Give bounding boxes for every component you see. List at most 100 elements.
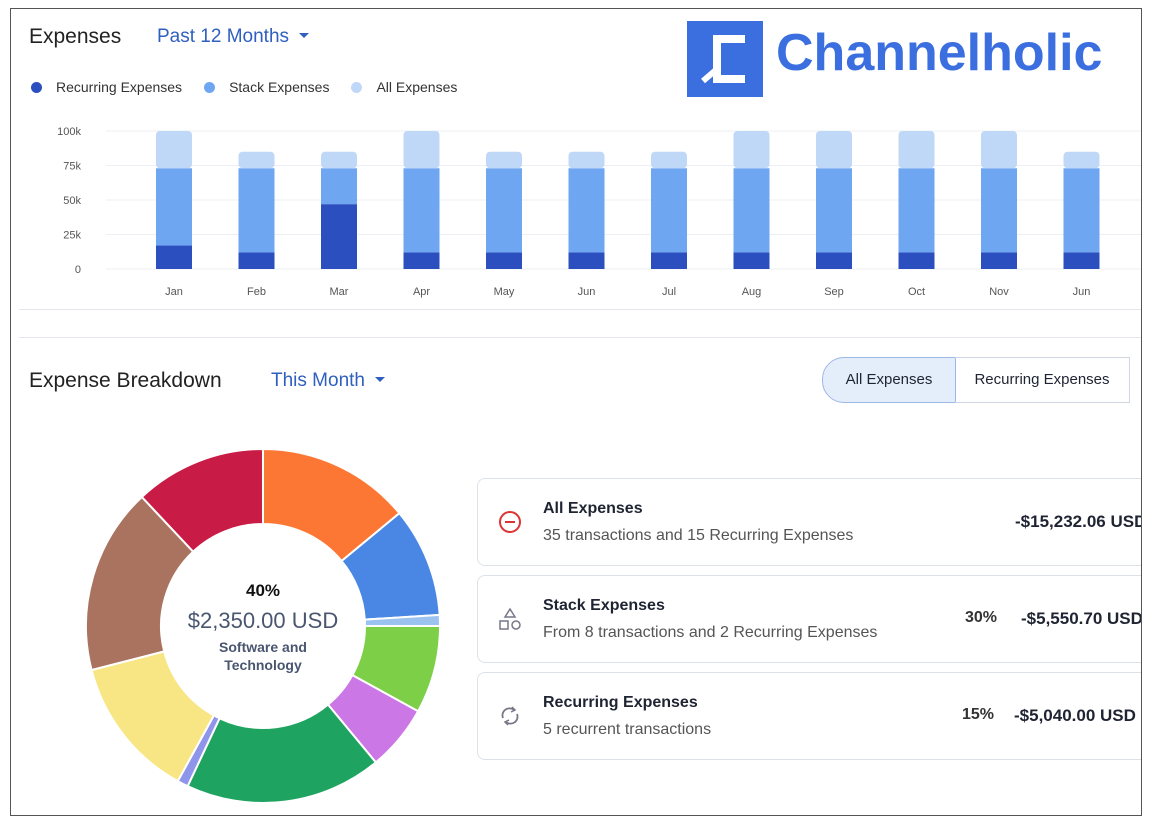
row-percent: 30% <box>965 609 998 626</box>
legend-item: Stack Expenses <box>204 79 329 95</box>
bar-segment <box>651 168 687 253</box>
legend: Recurring Expenses Stack Expenses All Expe… <box>31 79 479 95</box>
expense-row[interactable]: Stack Expenses From 8 transactions and 2… <box>477 575 1142 663</box>
bar-segment <box>651 252 687 269</box>
legend-dot <box>31 82 42 93</box>
bar-segment <box>733 252 770 269</box>
bar-segment <box>898 252 935 269</box>
period-select[interactable]: Past 12 Months <box>157 26 309 48</box>
center-label: Software and Technology <box>219 639 307 673</box>
icon <box>499 511 521 533</box>
bar-segment <box>1063 151 1100 169</box>
bar-segment <box>238 168 275 253</box>
expense-row[interactable]: Recurring Expenses 5 recurrent transacti… <box>477 672 1141 760</box>
bar-segment <box>321 168 357 205</box>
x-tick-label: Jun <box>578 286 596 298</box>
tab[interactable]: Recurring Expenses <box>955 357 1130 403</box>
bar-segment <box>898 168 935 253</box>
tab[interactable]: All Expenses <box>822 357 956 403</box>
dashboard: Expenses Past 12 Months Channelholic 0 25… <box>10 8 1142 816</box>
x-tick-label: Jun <box>1073 286 1091 298</box>
legend-label: Recurring Expenses <box>56 79 183 95</box>
x-tick-label: Nov <box>989 286 1009 298</box>
divider <box>19 309 1141 310</box>
bar-segment <box>403 131 440 169</box>
bar-segment <box>816 252 852 269</box>
bar-segment <box>981 252 1017 269</box>
bar-segment <box>733 168 770 253</box>
legend-label: Stack Expenses <box>229 79 330 95</box>
bar-segment <box>733 131 770 169</box>
bar-segment <box>156 245 192 269</box>
bar-segment <box>486 151 522 169</box>
bar-segment <box>898 131 935 169</box>
bar-segment <box>981 131 1017 169</box>
bar-segment <box>486 252 522 269</box>
x-tick-label: Feb <box>247 286 266 298</box>
bar-segment <box>321 204 357 269</box>
bar-segment <box>238 252 275 269</box>
bar-segment <box>1063 168 1100 253</box>
row-amount: -$5,040.00 USD <box>1014 706 1136 725</box>
logo-icon <box>687 21 763 97</box>
legend-item: Recurring Expenses <box>31 79 182 95</box>
legend-dot <box>204 82 216 93</box>
x-tick-label: Jan <box>165 286 183 298</box>
bar-segment <box>651 151 687 169</box>
donut-slice <box>85 495 195 672</box>
legend-label: All Expenses <box>376 79 458 95</box>
bar-segment <box>981 168 1017 253</box>
bar-segment <box>403 168 440 253</box>
x-tick-label: Sep <box>824 286 844 298</box>
bar-segment <box>156 131 192 169</box>
row-percent: 15% <box>962 706 995 723</box>
bar-segment <box>1063 252 1100 269</box>
divider <box>19 337 1141 338</box>
row-subtitle: From 8 transactions and 2 Recurring Expe… <box>543 624 878 641</box>
bar-segment <box>486 168 522 253</box>
row-subtitle: 35 transactions and 15 Recurring Expense… <box>543 527 854 544</box>
bar-segment <box>568 252 605 269</box>
row-title: Recurring Expenses <box>543 694 698 711</box>
bar-segment <box>568 168 605 253</box>
x-tick-label: Mar <box>330 286 349 298</box>
row-title: All Expenses <box>543 500 643 517</box>
y-tick-label: 75k <box>63 161 81 173</box>
period-select[interactable]: This Month <box>271 370 385 392</box>
breakdown-donut: 40% $2,350.00 USD Software and Technology <box>85 447 442 804</box>
y-tick-label: 0 <box>75 264 81 276</box>
icon <box>499 607 521 630</box>
donut-slice <box>140 447 264 554</box>
section-title: Expenses <box>29 25 122 48</box>
bar-segment <box>816 131 852 169</box>
section-title: Expense Breakdown <box>29 369 222 392</box>
legend-item: All Expenses <box>351 79 457 95</box>
x-tick-label: Apr <box>413 286 430 298</box>
x-tick-label: Jul <box>662 286 676 298</box>
expense-row[interactable]: All Expenses 35 transactions and 15 Recu… <box>477 478 1142 566</box>
donut-slice <box>186 703 378 804</box>
expenses-chart: 0 25k 50k 75k 100k Jan Feb Mar Apr May Jun Jul Aug Se… <box>57 126 1141 298</box>
center-percent: 40% <box>246 581 280 600</box>
logo-text: Channelholic <box>776 24 1103 82</box>
bar-segment <box>403 252 440 269</box>
bar-segment <box>238 151 275 169</box>
y-tick-label: 100k <box>57 126 81 138</box>
y-tick-label: 50k <box>63 195 81 207</box>
row-amount: -$15,232.06 USD <box>1015 512 1142 531</box>
bar-segment <box>568 151 605 169</box>
center-amount: $2,350.00 USD <box>188 608 338 633</box>
row-subtitle: 5 recurrent transactions <box>543 721 712 738</box>
row-title: Stack Expenses <box>543 597 665 614</box>
icon <box>501 706 519 726</box>
x-tick-label: Aug <box>742 286 762 298</box>
x-tick-label: Oct <box>908 286 925 298</box>
legend-dot <box>351 82 363 93</box>
bar-segment <box>321 151 357 169</box>
y-tick-label: 25k <box>63 230 81 242</box>
bar-segment <box>816 168 852 253</box>
x-tick-label: May <box>494 286 515 298</box>
bar-segment <box>156 168 192 246</box>
row-amount: -$5,550.70 USD <box>1021 609 1142 628</box>
